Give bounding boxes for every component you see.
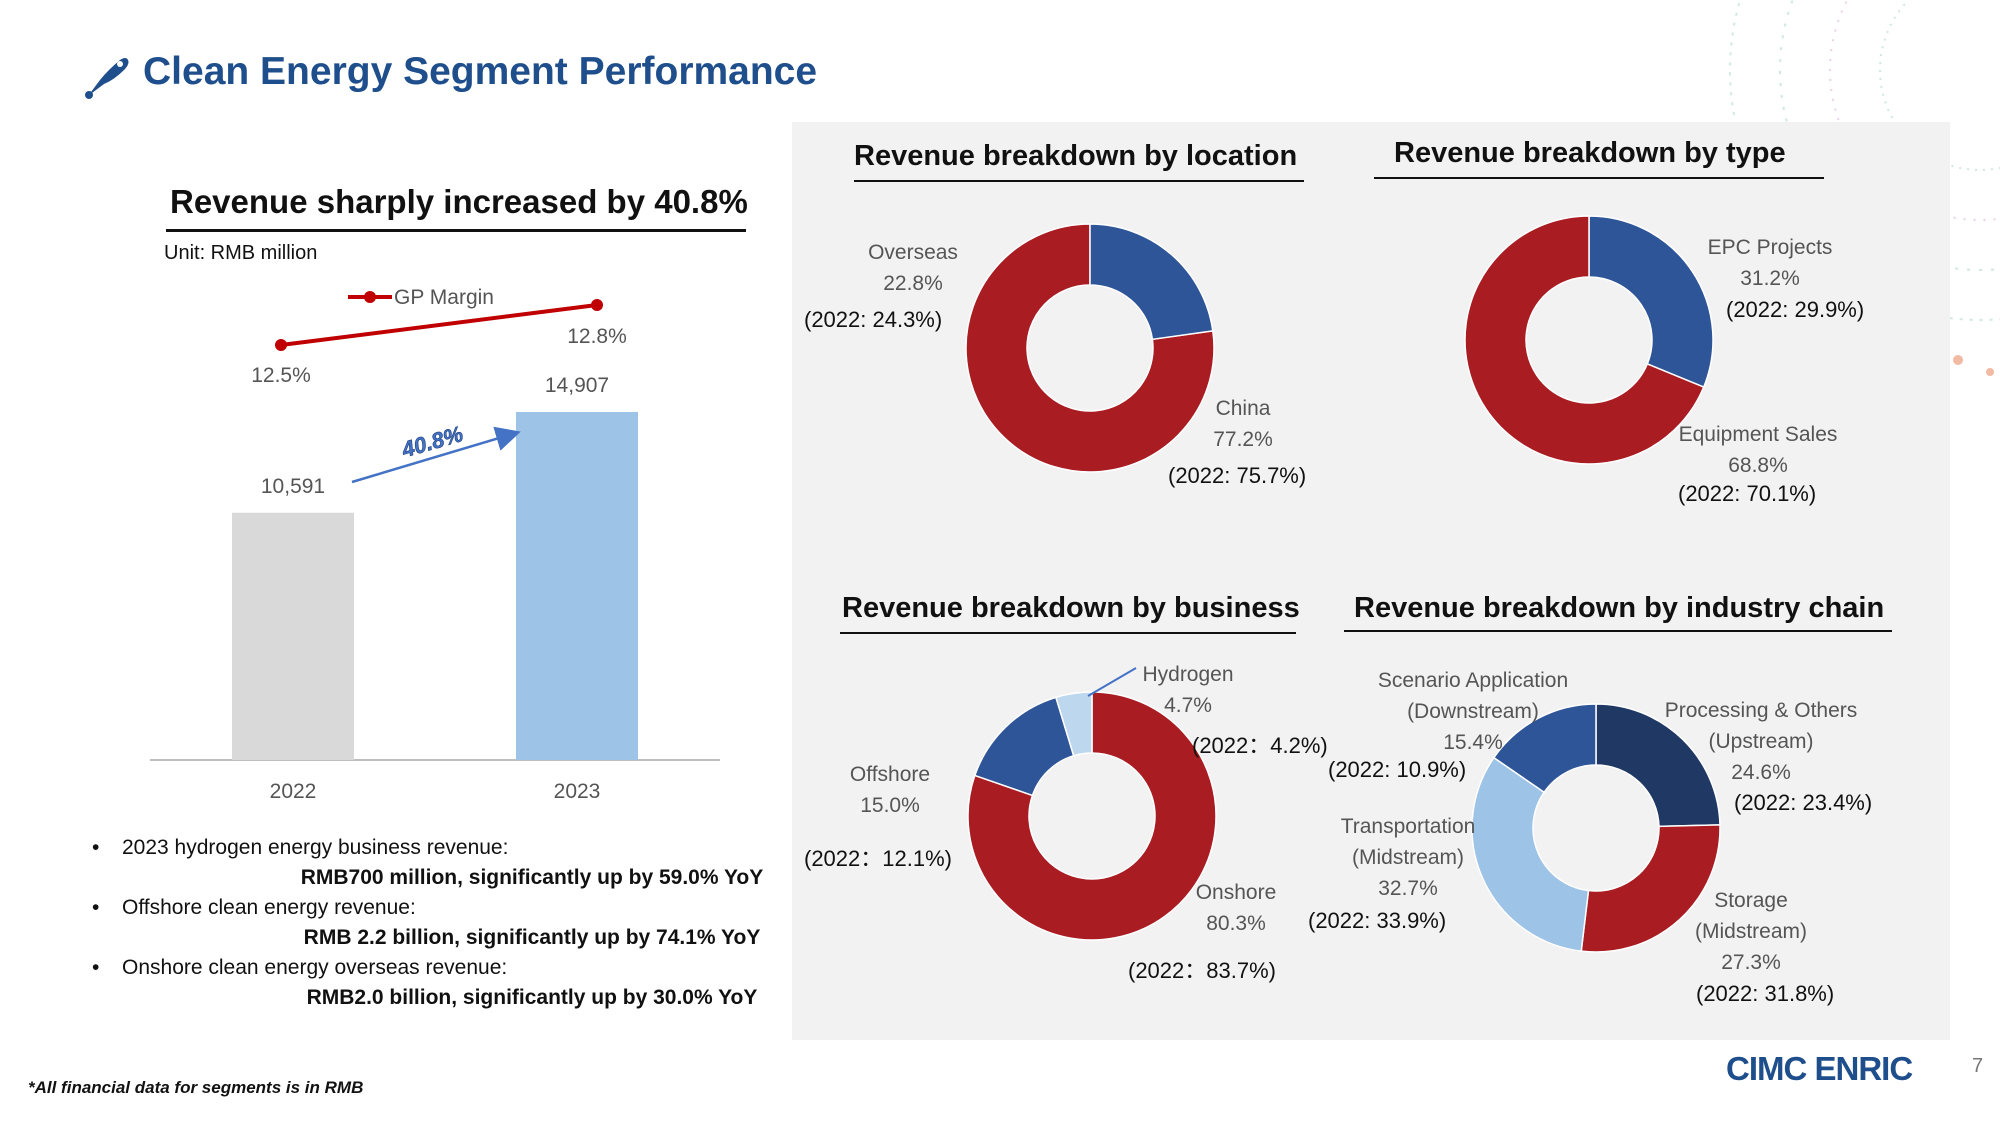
x-tick-label-2023: 2023 <box>554 780 601 803</box>
prev-onshore: (2022：83.7%) <box>1128 958 1276 983</box>
legend-gp-label: GP Margin <box>394 286 494 309</box>
slice-epc-projects <box>1588 215 1714 389</box>
prev-epc-projects: (2022: 29.9%) <box>1726 297 1865 322</box>
footnote: *All financial data for segments is in R… <box>28 1078 364 1097</box>
prev-processing-others: (2022: 23.4%) <box>1734 790 1873 815</box>
bar-chart-title: Revenue sharply increased by 40.8% <box>170 183 748 220</box>
slice-china <box>965 223 1215 473</box>
label-equipment-sales: Equipment Sales 68.8% <box>1678 423 1838 477</box>
pen-nib-icon <box>85 58 129 99</box>
industry-title-underline <box>1344 630 1892 632</box>
bullet-onshore-overseas: Onshore clean energy overseas revenue: <box>92 953 772 983</box>
gp-margin-point-2023 <box>591 299 603 311</box>
prev-equipment-sales: (2022: 70.1%) <box>1678 481 1817 506</box>
label-overseas: Overseas 22.8% <box>868 241 958 295</box>
prev-offshore: (2022：12.1%) <box>804 846 952 871</box>
legend-gp-marker <box>364 291 376 303</box>
gp-margin-point-2022 <box>275 339 287 351</box>
page-title: Clean Energy Segment Performance <box>143 50 818 93</box>
type-title-underline <box>1374 177 1824 179</box>
slice-scenario-application-downstream <box>1492 703 1597 794</box>
prev-transportation: (2022: 33.9%) <box>1308 908 1447 933</box>
slice-overseas <box>1089 223 1214 341</box>
label-scenario-application: Scenario Application (Downstream) 15.4% <box>1377 669 1569 754</box>
bar-title-underline <box>166 229 746 232</box>
gp-margin-line <box>280 303 598 347</box>
bullet-hydrogen-detail: RMB700 million, significantly up by 59.0… <box>300 866 764 889</box>
unit-label: Unit: RMB million <box>164 242 318 264</box>
highlights-list: 2023 hydrogen energy business revenue: R… <box>92 833 772 1013</box>
prev-scenario-application: (2022: 10.9%) <box>1328 757 1467 782</box>
location-section-title: Revenue breakdown by location <box>854 140 1298 172</box>
location-title-underline <box>854 180 1304 182</box>
label-storage: Storage (Midstream) 27.3% <box>1694 889 1807 974</box>
label-offshore: Offshore 15.0% <box>849 763 931 817</box>
bullet-offshore-detail: RMB 2.2 billion, significantly up by 74.… <box>303 926 761 949</box>
prev-storage: (2022: 31.8%) <box>1696 981 1835 1006</box>
prev-hydrogen: (2022：4.2%) <box>1192 733 1328 758</box>
bullet-offshore: Offshore clean energy revenue: <box>92 893 772 923</box>
slice-transportation-midstream <box>1471 756 1590 952</box>
label-transportation: Transportation (Midstream) 32.7% <box>1340 815 1476 900</box>
label-epc-projects: EPC Projects 31.2% <box>1707 236 1833 290</box>
company-logo: CIMC ENRIC <box>1726 1050 1913 1087</box>
slice-processing-others-upstream <box>1595 703 1721 828</box>
bar-2022 <box>232 512 354 760</box>
label-processing-others: Processing & Others (Upstream) 24.6% <box>1664 699 1858 784</box>
x-tick-label-2022: 2022 <box>270 780 317 803</box>
bullet-onshore-overseas-detail: RMB2.0 billion, significantly up by 30.0… <box>306 986 758 1009</box>
slice-storage-midstream <box>1580 824 1721 953</box>
bar-2023 <box>516 412 638 760</box>
business-title-underline <box>840 632 1296 634</box>
bar-value-label-2023: 14,907 <box>545 374 609 397</box>
label-onshore: Onshore 80.3% <box>1195 881 1277 935</box>
industry-section-title: Revenue breakdown by industry chain <box>1354 592 1885 624</box>
business-section-title: Revenue breakdown by business <box>842 592 1300 624</box>
prev-overseas: (2022: 24.3%) <box>804 307 943 332</box>
decorative-globe-swirl <box>1729 0 2000 376</box>
slice-onshore <box>967 691 1217 941</box>
page-number: 7 <box>1972 1055 1984 1077</box>
prev-china: (2022: 75.7%) <box>1168 463 1307 488</box>
gp-margin-label-2022: 12.5% <box>251 364 311 387</box>
type-section-title: Revenue breakdown by type <box>1394 137 1786 169</box>
gp-margin-label-2023: 12.8% <box>567 325 627 348</box>
growth-arrow <box>351 426 521 484</box>
slice-equipment-sales <box>1464 215 1705 465</box>
label-hydrogen: Hydrogen 4.7% <box>1142 663 1234 717</box>
label-china: China 77.2% <box>1213 397 1273 451</box>
slice-hydrogen <box>1054 691 1093 757</box>
donut-charts-panel <box>792 122 1950 1040</box>
bullet-hydrogen: 2023 hydrogen energy business revenue: <box>92 833 772 863</box>
bar-value-label-2022: 10,591 <box>261 475 325 498</box>
